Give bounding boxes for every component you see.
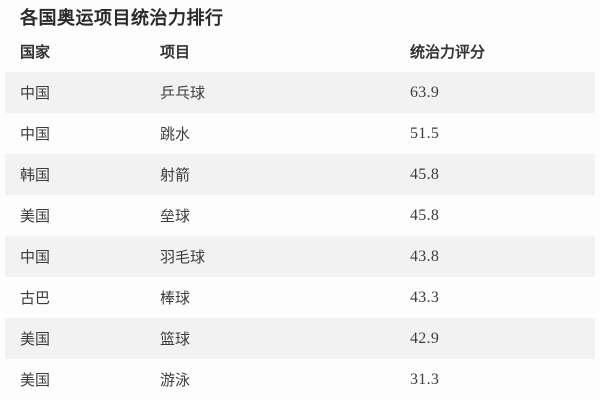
page-title: 各国奥运项目统治力排行 (20, 8, 224, 28)
score-cell: 45.8 (410, 206, 440, 224)
country-cell: 美国 (20, 209, 51, 225)
table-row: 中国 跳水 51.5 (5, 113, 595, 154)
country-cell: 美国 (20, 373, 51, 389)
event-cell: 射箭 (160, 168, 191, 184)
column-header-event: 项目 (160, 44, 191, 61)
table-row: 韩国 射箭 45.8 (5, 154, 595, 195)
event-cell: 游泳 (160, 373, 191, 389)
table-header-row: 国家 项目 统治力评分 (5, 30, 595, 72)
event-cell: 跳水 (160, 127, 191, 143)
event-cell: 羽毛球 (160, 250, 206, 266)
table-row: 美国 篮球 42.9 (5, 318, 595, 359)
event-cell: 乒乓球 (160, 86, 206, 102)
table-body: 中国 乒乓球 63.9 中国 跳水 51.5 韩国 射箭 45.8 美国 垒球 45.8 中国 羽毛球 43… (0, 72, 600, 400)
country-cell: 美国 (20, 332, 51, 348)
score-cell: 43.8 (410, 247, 440, 265)
score-cell: 45.8 (410, 165, 440, 183)
score-cell: 63.9 (410, 83, 440, 101)
score-cell: 51.5 (410, 124, 440, 142)
column-header-country: 国家 (20, 44, 51, 61)
table-row: 中国 羽毛球 43.8 (5, 236, 595, 277)
event-cell: 棒球 (160, 291, 191, 307)
score-cell: 31.3 (410, 370, 440, 388)
score-cell: 42.9 (410, 329, 440, 347)
event-cell: 篮球 (160, 332, 191, 348)
country-cell: 中国 (20, 127, 51, 143)
column-header-score: 统治力评分 (410, 44, 486, 61)
score-cell: 43.3 (410, 288, 440, 306)
table-row: 美国 垒球 45.8 (5, 195, 595, 236)
country-cell: 古巴 (20, 291, 51, 307)
country-cell: 中国 (20, 250, 51, 266)
table-row: 古巴 棒球 43.3 (5, 277, 595, 318)
table-row: 美国 游泳 31.3 (5, 359, 595, 400)
event-cell: 垒球 (160, 209, 191, 225)
country-cell: 韩国 (20, 168, 51, 184)
country-cell: 中国 (20, 86, 51, 102)
table-row: 中国 乒乓球 63.9 (5, 72, 595, 113)
